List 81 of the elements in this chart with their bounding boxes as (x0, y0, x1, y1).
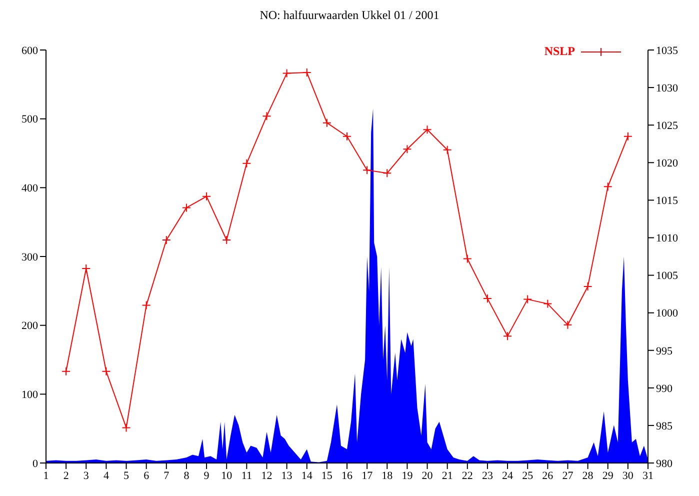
x-tick-label: 5 (124, 470, 130, 482)
point (162, 235, 171, 244)
x-tick-label: 19 (402, 470, 414, 482)
x-tick-label: 14 (301, 470, 313, 482)
point (603, 182, 612, 192)
x-tick-label: 26 (542, 470, 554, 482)
y2-tick-label: 990 (656, 382, 673, 395)
x-tick-label: 31 (642, 470, 654, 482)
x-tick-label: 3 (83, 470, 90, 482)
point (342, 132, 352, 141)
x-tick-label: 20 (422, 470, 434, 482)
point (62, 366, 71, 376)
y-tick-label: 200 (22, 320, 38, 332)
x-tick-label: 15 (321, 470, 333, 482)
point (382, 168, 392, 178)
y2-tick-label: 995 (656, 345, 673, 358)
x-tick-label: 21 (442, 470, 453, 482)
point (262, 112, 272, 121)
x-tick-label: 25 (522, 470, 534, 482)
point (322, 118, 332, 128)
point (503, 332, 512, 341)
x-tick-label: 4 (103, 470, 110, 482)
point (422, 125, 432, 134)
x-tick-label: 27 (562, 470, 574, 482)
y2-tick-label: 1035 (656, 44, 678, 57)
x-tick-label: 8 (184, 470, 190, 482)
x-tick-label: 11 (241, 470, 252, 482)
x-tick-label: 9 (204, 470, 210, 482)
x-tick-label: 22 (462, 470, 473, 482)
point (302, 68, 312, 78)
point (122, 423, 131, 432)
point (623, 132, 632, 141)
y2-tick-label: 985 (656, 420, 673, 432)
chart-title: NO: halfuurwaarden Ukkel 01 / 2001 (258, 8, 440, 24)
x-tick-label: 28 (582, 470, 594, 482)
y-tick-label: 300 (22, 251, 38, 264)
point (442, 145, 452, 154)
point (142, 300, 151, 310)
y-tick-label: 0 (32, 458, 38, 470)
point (402, 144, 412, 154)
point (82, 264, 91, 274)
point (282, 68, 292, 78)
point (202, 192, 212, 201)
y2-tick-label: 980 (656, 458, 673, 470)
y2-tick-label: 1020 (656, 158, 678, 170)
x-tick-label: 30 (622, 470, 634, 482)
point (543, 299, 552, 308)
x-tick-label: 17 (362, 470, 374, 482)
point (583, 282, 592, 292)
y-tick-label: 500 (22, 114, 38, 126)
y-tick-label: 100 (22, 389, 38, 402)
x-tick-label: 1 (43, 470, 49, 482)
y2-tick-label: 1030 (656, 82, 678, 94)
x-tick-label: 23 (482, 470, 494, 482)
y2-tick-label: 1010 (656, 232, 678, 245)
point (102, 366, 111, 376)
y-tick-label: 600 (22, 44, 38, 57)
x-tick-label: 7 (164, 470, 170, 482)
point (563, 320, 572, 330)
point (182, 203, 191, 212)
x-tick-label: 18 (382, 470, 394, 482)
y2-tick-label: 1005 (656, 270, 678, 282)
point (242, 158, 252, 168)
y2-tick-label: 1015 (656, 195, 678, 208)
y2-tick-label: 1000 (656, 308, 678, 320)
point (462, 254, 472, 264)
x-tick-label: 13 (281, 470, 293, 482)
y-tick-label: 400 (22, 182, 38, 195)
point (482, 294, 492, 304)
x-tick-label: 29 (602, 470, 614, 482)
x-tick-label: 6 (144, 470, 150, 482)
legend-label: NSLP (544, 44, 575, 59)
x-tick-label: 24 (502, 470, 514, 482)
x-tick-label: 12 (261, 470, 272, 482)
point (222, 235, 232, 244)
x-tick-label: 2 (63, 470, 69, 482)
point (523, 294, 532, 304)
x-tick-label: 16 (342, 470, 353, 482)
x-tick-label: 10 (221, 470, 233, 482)
y2-tick-label: 1025 (656, 120, 678, 132)
point (362, 166, 372, 175)
